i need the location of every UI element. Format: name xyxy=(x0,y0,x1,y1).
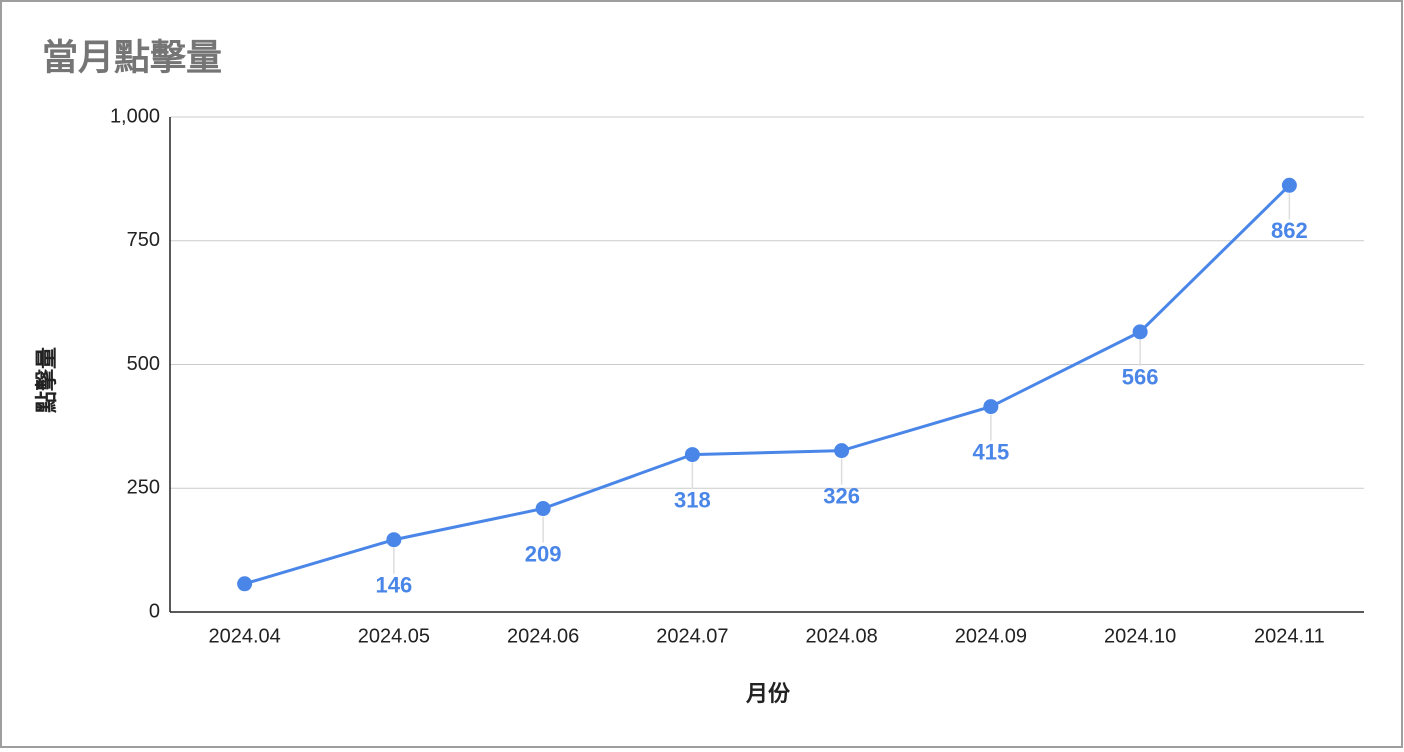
x-tick-label: 2024.04 xyxy=(208,625,280,647)
point xyxy=(983,399,999,415)
point xyxy=(684,447,700,463)
x-tick-label: 2024.06 xyxy=(507,625,579,647)
line xyxy=(244,184,1291,586)
y-axis-label: 點擊量 xyxy=(34,347,59,413)
y-tick-label: 1,000 xyxy=(110,105,160,127)
y-tick-label: 750 xyxy=(127,229,160,251)
point xyxy=(1281,177,1297,193)
x-axis-label: 月份 xyxy=(745,681,791,706)
data-label: 415 xyxy=(973,439,1010,464)
x-tick-label: 2024.11 xyxy=(1254,625,1325,647)
x-tick-label: 2024.10 xyxy=(1104,625,1176,647)
data-label: 326 xyxy=(823,483,860,508)
point xyxy=(237,576,253,592)
point xyxy=(1132,324,1148,340)
x-tick-label: 2024.07 xyxy=(656,625,728,647)
chart-title: 當月點擊量 xyxy=(42,37,222,78)
data-label: 209 xyxy=(525,541,562,566)
x-tick-label: 2024.09 xyxy=(955,625,1027,647)
y-tick-label: 500 xyxy=(127,353,160,375)
y-tick-label: 250 xyxy=(127,477,160,499)
data-label: 318 xyxy=(674,487,711,512)
point xyxy=(535,501,551,517)
y-tick-label: 0 xyxy=(149,600,160,622)
data-label: 566 xyxy=(1122,365,1159,390)
data-label: 146 xyxy=(376,573,413,598)
point xyxy=(386,532,402,548)
x-tick-label: 2024.05 xyxy=(358,625,430,647)
point xyxy=(834,443,850,459)
x-tick-label: 2024.08 xyxy=(805,625,877,647)
data-label: 862 xyxy=(1271,218,1308,243)
